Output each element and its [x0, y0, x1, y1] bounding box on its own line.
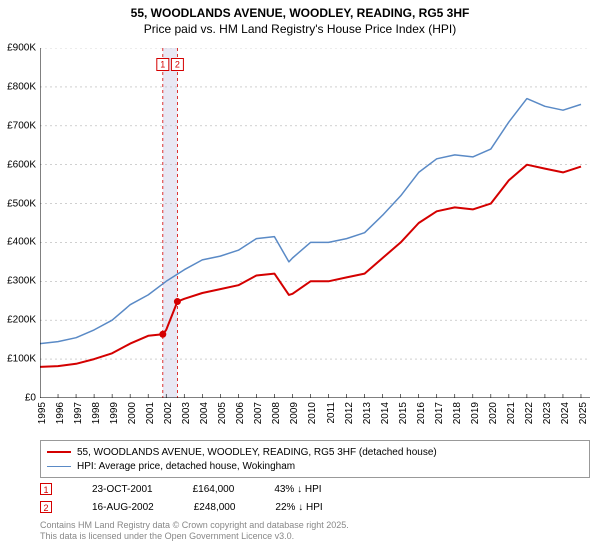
x-tick-label: 2013 [362, 402, 373, 424]
legend: 55, WOODLANDS AVENUE, WOODLEY, READING, … [40, 440, 590, 478]
y-tick-label: £500K [0, 198, 36, 209]
sale-delta: 22% ↓ HPI [275, 502, 322, 513]
legend-swatch [47, 451, 71, 453]
title-block: 55, WOODLANDS AVENUE, WOODLEY, READING, … [0, 0, 600, 36]
y-tick-label: £400K [0, 237, 36, 248]
x-tick-label: 2019 [470, 402, 481, 424]
x-tick-label: 2012 [344, 402, 355, 424]
y-tick-label: £800K [0, 81, 36, 92]
legend-item: HPI: Average price, detached house, Woki… [47, 459, 583, 473]
line-chart: 12 [40, 48, 590, 398]
x-tick-label: 2000 [127, 402, 138, 424]
x-tick-label: 2024 [560, 402, 571, 424]
sale-delta: 43% ↓ HPI [274, 484, 321, 495]
x-tick-label: 2009 [289, 402, 300, 424]
sale-date: 23-OCT-2001 [92, 484, 153, 495]
x-tick-label: 2001 [145, 402, 156, 424]
x-tick-label: 2011 [326, 402, 337, 424]
x-tick-label: 2021 [506, 402, 517, 424]
x-tick-label: 1997 [73, 402, 84, 424]
footnote: Contains HM Land Registry data © Crown c… [40, 520, 349, 542]
title-address: 55, WOODLANDS AVENUE, WOODLEY, READING, … [0, 6, 600, 20]
title-subtitle: Price paid vs. HM Land Registry's House … [0, 22, 600, 36]
sale-price: £248,000 [194, 502, 236, 513]
x-tick-label: 2005 [217, 402, 228, 424]
sale-marker-icon: 1 [40, 483, 52, 495]
sale-date: 16-AUG-2002 [92, 502, 154, 513]
x-tick-label: 2017 [434, 402, 445, 424]
y-tick-label: £600K [0, 159, 36, 170]
chart-area: 12 £0£100K£200K£300K£400K£500K£600K£700K… [40, 48, 590, 398]
x-tick-label: 2014 [380, 402, 391, 424]
x-tick-label: 2004 [199, 402, 210, 424]
x-tick-label: 2025 [578, 402, 589, 424]
x-tick-label: 2018 [452, 402, 463, 424]
x-tick-label: 2023 [542, 402, 553, 424]
chart-container: 55, WOODLANDS AVENUE, WOODLEY, READING, … [0, 0, 600, 560]
x-tick-label: 2008 [271, 402, 282, 424]
footnote-line: This data is licensed under the Open Gov… [40, 531, 349, 542]
y-tick-label: £200K [0, 315, 36, 326]
svg-text:2: 2 [175, 60, 180, 70]
legend-label: HPI: Average price, detached house, Woki… [77, 461, 295, 472]
legend-label: 55, WOODLANDS AVENUE, WOODLEY, READING, … [77, 447, 437, 458]
x-tick-label: 2002 [163, 402, 174, 424]
x-tick-label: 2016 [416, 402, 427, 424]
sales-row: 1 23-OCT-2001 £164,000 43% ↓ HPI [40, 480, 363, 498]
y-tick-label: £300K [0, 276, 36, 287]
x-tick-label: 2006 [235, 402, 246, 424]
x-tick-label: 2020 [488, 402, 499, 424]
x-tick-label: 2015 [398, 402, 409, 424]
sales-table: 1 23-OCT-2001 £164,000 43% ↓ HPI 2 16-AU… [40, 480, 363, 516]
footnote-line: Contains HM Land Registry data © Crown c… [40, 520, 349, 531]
x-tick-label: 1998 [91, 402, 102, 424]
svg-text:1: 1 [160, 60, 165, 70]
legend-item: 55, WOODLANDS AVENUE, WOODLEY, READING, … [47, 445, 583, 459]
x-tick-label: 1999 [109, 402, 120, 424]
sales-row: 2 16-AUG-2002 £248,000 22% ↓ HPI [40, 498, 363, 516]
x-tick-label: 2003 [181, 402, 192, 424]
x-tick-label: 1995 [37, 402, 48, 424]
x-tick-label: 2007 [253, 402, 264, 424]
y-tick-label: £700K [0, 120, 36, 131]
sale-marker-icon: 2 [40, 501, 52, 513]
y-tick-label: £0 [0, 393, 36, 404]
y-tick-label: £900K [0, 43, 36, 54]
legend-swatch [47, 466, 71, 467]
sale-price: £164,000 [193, 484, 235, 495]
x-tick-label: 2022 [524, 402, 535, 424]
x-tick-label: 1996 [55, 402, 66, 424]
y-tick-label: £100K [0, 354, 36, 365]
x-tick-label: 2010 [307, 402, 318, 424]
